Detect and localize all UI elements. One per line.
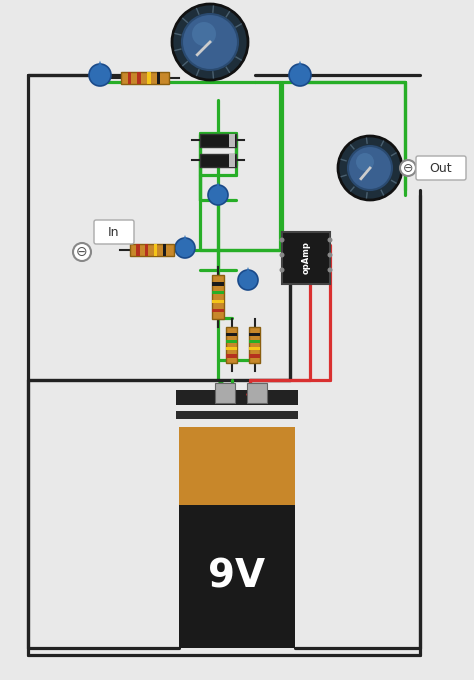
Bar bbox=[282, 232, 330, 284]
Text: In: In bbox=[108, 226, 120, 239]
Polygon shape bbox=[180, 235, 191, 250]
Bar bbox=[147, 72, 151, 84]
Bar bbox=[249, 333, 261, 336]
Bar bbox=[215, 383, 235, 403]
Circle shape bbox=[238, 270, 258, 290]
Bar bbox=[200, 154, 236, 167]
Bar bbox=[229, 154, 235, 167]
Bar bbox=[121, 72, 169, 84]
Circle shape bbox=[73, 243, 91, 261]
Bar bbox=[249, 347, 261, 350]
Circle shape bbox=[356, 153, 374, 171]
Circle shape bbox=[182, 14, 238, 70]
Text: Out: Out bbox=[430, 162, 452, 175]
Bar bbox=[179, 505, 295, 648]
Circle shape bbox=[338, 136, 402, 200]
Text: 9V: 9V bbox=[209, 557, 265, 595]
Circle shape bbox=[328, 237, 332, 243]
Bar bbox=[179, 427, 295, 505]
Text: opAmp: opAmp bbox=[301, 241, 310, 275]
Circle shape bbox=[89, 64, 111, 86]
FancyBboxPatch shape bbox=[416, 156, 466, 180]
Circle shape bbox=[400, 160, 416, 176]
Bar bbox=[163, 244, 166, 256]
Bar bbox=[212, 275, 224, 319]
Text: ⊖: ⊖ bbox=[76, 245, 88, 259]
Polygon shape bbox=[243, 267, 254, 282]
Bar bbox=[227, 347, 237, 350]
Circle shape bbox=[289, 64, 311, 86]
Bar bbox=[227, 327, 237, 363]
Circle shape bbox=[328, 267, 332, 273]
Bar bbox=[154, 244, 157, 256]
Circle shape bbox=[328, 252, 332, 258]
Bar bbox=[227, 354, 237, 358]
Bar bbox=[136, 244, 140, 256]
Bar bbox=[176, 390, 298, 405]
Circle shape bbox=[175, 238, 195, 258]
Bar bbox=[176, 411, 298, 419]
Bar bbox=[128, 72, 131, 84]
Polygon shape bbox=[94, 61, 106, 78]
Bar bbox=[156, 72, 160, 84]
Bar bbox=[137, 72, 141, 84]
Bar bbox=[249, 327, 261, 363]
Circle shape bbox=[172, 4, 248, 80]
Bar bbox=[227, 333, 237, 336]
Circle shape bbox=[280, 267, 284, 273]
Bar bbox=[249, 340, 261, 343]
Bar bbox=[200, 133, 236, 146]
Bar bbox=[249, 354, 261, 358]
Circle shape bbox=[280, 237, 284, 243]
Polygon shape bbox=[294, 61, 306, 78]
Bar bbox=[247, 383, 267, 403]
Bar bbox=[212, 300, 224, 303]
Circle shape bbox=[280, 252, 284, 258]
Polygon shape bbox=[212, 182, 224, 197]
Circle shape bbox=[208, 185, 228, 205]
Bar bbox=[212, 291, 224, 294]
Circle shape bbox=[192, 22, 216, 46]
Bar bbox=[145, 244, 148, 256]
FancyBboxPatch shape bbox=[94, 220, 134, 244]
Bar bbox=[130, 244, 174, 256]
Bar bbox=[227, 340, 237, 343]
Text: ⊖: ⊖ bbox=[403, 162, 413, 175]
Circle shape bbox=[348, 146, 392, 190]
Bar bbox=[212, 282, 224, 286]
Bar bbox=[212, 309, 224, 312]
Bar bbox=[229, 133, 235, 146]
